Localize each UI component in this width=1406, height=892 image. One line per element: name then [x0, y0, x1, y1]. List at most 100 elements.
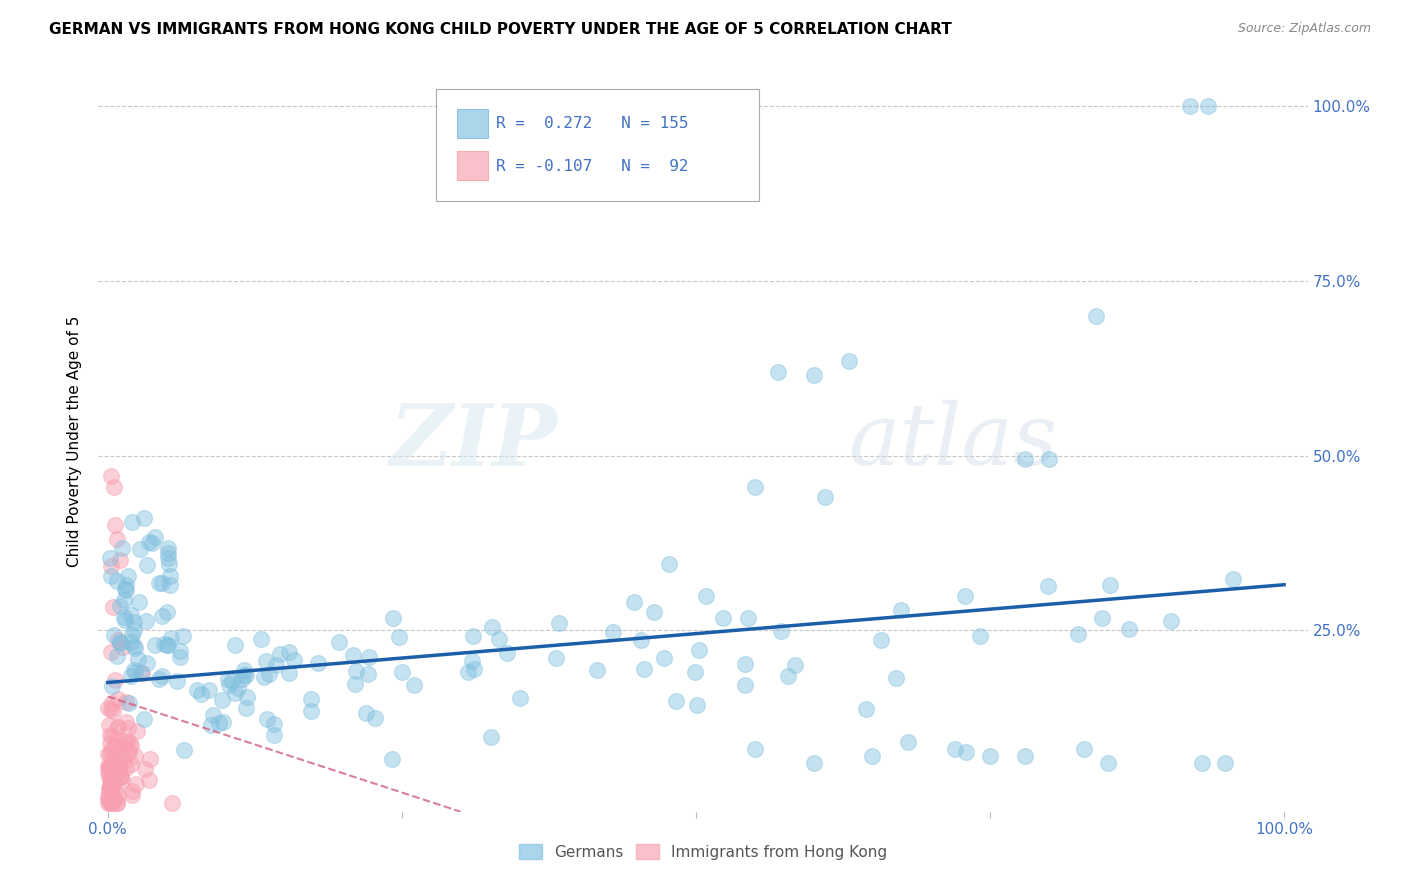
- Point: [108, 553, 131, 567]
- Point: [344, 664, 367, 678]
- Point: [211, 715, 233, 730]
- Point: [1222, 572, 1244, 586]
- Point: [115, 582, 138, 597]
- Point: [869, 632, 891, 647]
- Point: [121, 789, 143, 803]
- Point: [342, 648, 364, 663]
- Point: [128, 541, 150, 556]
- Point: [509, 690, 531, 705]
- Point: [103, 673, 125, 687]
- Point: [769, 624, 792, 638]
- Point: [97, 790, 120, 805]
- Point: [136, 558, 159, 572]
- Point: [105, 796, 128, 810]
- Point: [114, 613, 136, 627]
- Point: [122, 615, 145, 629]
- Y-axis label: Child Poverty Under the Age of 5: Child Poverty Under the Age of 5: [67, 316, 83, 567]
- Point: [100, 702, 122, 716]
- Point: [496, 646, 519, 660]
- Point: [623, 595, 645, 609]
- Point: [1038, 452, 1060, 467]
- Point: [97, 764, 120, 779]
- Point: [107, 789, 129, 803]
- Point: [111, 541, 134, 555]
- Point: [103, 758, 125, 772]
- Point: [98, 772, 121, 787]
- Point: [121, 628, 143, 642]
- Point: [186, 683, 208, 698]
- Point: [301, 692, 323, 706]
- Point: [105, 796, 128, 810]
- Point: [118, 744, 141, 758]
- Point: [108, 761, 131, 775]
- Point: [128, 595, 150, 609]
- Point: [131, 665, 153, 680]
- Point: [463, 662, 485, 676]
- Point: [544, 651, 567, 665]
- Point: [107, 632, 129, 647]
- Point: [105, 574, 128, 588]
- Point: [124, 665, 146, 679]
- Point: [630, 633, 652, 648]
- Point: [814, 491, 837, 505]
- Point: [461, 654, 484, 668]
- Point: [1178, 99, 1201, 113]
- Point: [121, 515, 143, 529]
- Point: [108, 756, 131, 771]
- Point: [105, 733, 128, 747]
- Point: [1073, 742, 1095, 756]
- Point: [157, 541, 180, 555]
- Point: [776, 669, 799, 683]
- Point: [343, 677, 366, 691]
- Point: [235, 701, 257, 715]
- Point: [97, 701, 120, 715]
- Point: [160, 796, 183, 810]
- Point: [160, 631, 183, 645]
- Text: GERMAN VS IMMIGRANTS FROM HONG KONG CHILD POVERTY UNDER THE AGE OF 5 CORRELATION: GERMAN VS IMMIGRANTS FROM HONG KONG CHIL…: [49, 22, 952, 37]
- Point: [890, 603, 912, 617]
- Point: [103, 480, 125, 494]
- Point: [391, 665, 413, 680]
- Point: [135, 614, 157, 628]
- Point: [803, 368, 825, 383]
- Point: [114, 582, 136, 596]
- Point: [110, 769, 132, 783]
- Point: [125, 723, 148, 738]
- Point: [100, 558, 122, 573]
- Point: [98, 760, 121, 774]
- Point: [101, 751, 124, 765]
- Point: [97, 796, 120, 810]
- Point: [231, 672, 253, 686]
- Point: [156, 638, 179, 652]
- Point: [138, 534, 160, 549]
- Point: [235, 668, 257, 682]
- Point: [101, 767, 124, 781]
- Point: [855, 702, 877, 716]
- Point: [117, 569, 139, 583]
- Point: [602, 624, 624, 639]
- Point: [159, 569, 181, 583]
- Point: [101, 729, 124, 743]
- Point: [115, 578, 138, 592]
- Point: [101, 766, 124, 780]
- Point: [120, 739, 142, 753]
- Point: [277, 666, 299, 681]
- Point: [138, 772, 160, 787]
- Point: [101, 696, 124, 710]
- Point: [141, 536, 163, 550]
- Point: [217, 672, 239, 686]
- Point: [253, 670, 276, 684]
- Point: [547, 615, 569, 630]
- Point: [112, 609, 135, 624]
- Point: [107, 720, 129, 734]
- Point: [256, 712, 278, 726]
- Point: [1084, 309, 1107, 323]
- Point: [121, 784, 143, 798]
- Point: [100, 569, 122, 583]
- Point: [269, 648, 291, 662]
- Point: [103, 704, 125, 718]
- Point: [1118, 622, 1140, 636]
- Point: [97, 759, 120, 773]
- Point: [98, 784, 121, 798]
- Point: [838, 354, 860, 368]
